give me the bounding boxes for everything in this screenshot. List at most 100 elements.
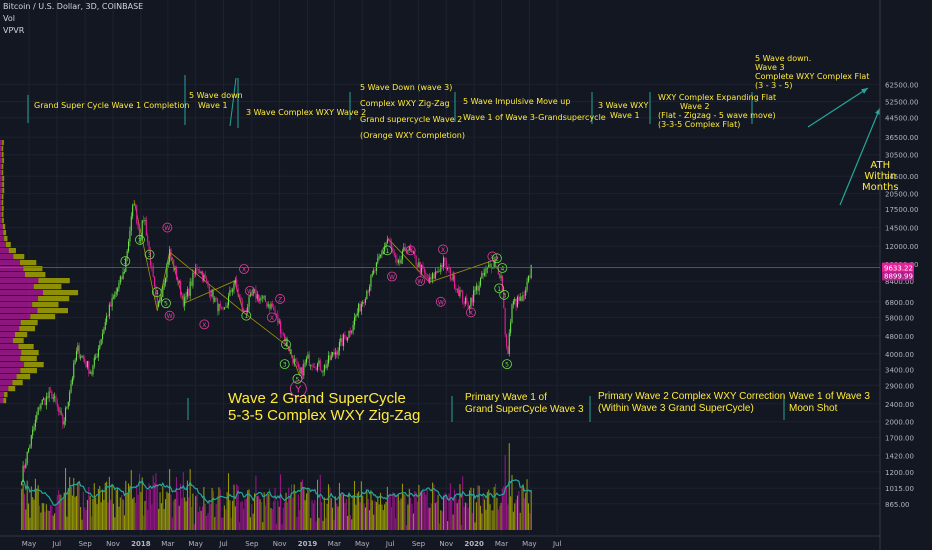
candle-body (167, 261, 169, 264)
volume-bar (195, 496, 197, 530)
volume-bar (85, 510, 87, 530)
vol-indicator-label[interactable]: Vol (3, 14, 15, 23)
vpvr-bar (1, 164, 4, 170)
volume-bar (234, 506, 236, 530)
volume-bar (499, 505, 501, 530)
candle-body (510, 322, 512, 333)
vpvr-bar (0, 278, 39, 284)
candle-body (523, 295, 525, 297)
grid (0, 0, 880, 534)
candle-body (196, 268, 198, 270)
volume-bar (282, 507, 284, 530)
volume-bar (218, 487, 220, 530)
candle-body (332, 352, 334, 356)
volume-bar (430, 503, 432, 530)
volume-bar (344, 502, 346, 530)
volume-bar (433, 484, 435, 530)
volume-bar (410, 497, 412, 530)
vpvr-bar (0, 266, 24, 272)
volume-bar (236, 484, 238, 530)
candle-body (312, 366, 314, 368)
volume-bar (58, 490, 60, 530)
vpvr-indicator-label[interactable]: VPVR (3, 26, 25, 35)
candle-body (211, 289, 213, 297)
candle-body (477, 285, 479, 291)
vpvr-bar (0, 170, 2, 176)
candle-body (219, 303, 221, 307)
candle-body (514, 298, 516, 302)
volume-bar (386, 486, 388, 530)
candle-body (345, 337, 347, 341)
candle-body (207, 280, 209, 287)
candle-body (530, 265, 532, 278)
candle-body (133, 204, 135, 206)
candle-body (436, 271, 438, 273)
volume-bar (408, 488, 410, 530)
volume-bar (128, 483, 130, 530)
candle-body (43, 398, 45, 400)
x-tick-label: 2018 (131, 540, 151, 548)
volume-bar (396, 496, 398, 530)
candle-body (469, 306, 471, 309)
vpvr-bar (0, 230, 4, 236)
volume-ma-line (21, 478, 532, 507)
y-tick-label: 4800.00 (885, 333, 914, 341)
x-tick-label: May (522, 540, 536, 548)
candle-body (237, 288, 239, 296)
candle-body (297, 363, 299, 368)
x-tick-label: 2020 (464, 540, 484, 548)
volume-bar (88, 487, 90, 530)
volume-bar (451, 499, 453, 530)
candle-body (479, 278, 482, 286)
candle-body (112, 297, 115, 299)
x-tick-label: Mar (161, 540, 174, 548)
volume-bar (129, 486, 131, 530)
volume-bar (30, 486, 32, 530)
trend-arrow-line (839, 107, 881, 206)
annotation-line: (3 - 3 - 5) (755, 81, 793, 90)
candle-body (318, 360, 320, 364)
candle-body (206, 278, 208, 281)
y-tick-label: 865.00 (885, 501, 910, 509)
annotation-5-wave-impulsive: 5 Wave Impulsive Move up Wave 1 of Wave … (463, 94, 606, 126)
candle-body (366, 291, 368, 300)
volume-bar (121, 494, 123, 530)
candle-body (260, 297, 262, 299)
volume-bar (166, 491, 168, 530)
volume-bar (419, 491, 421, 530)
volume-bar (500, 502, 502, 530)
wave-label-text: X (409, 248, 413, 255)
volume-bar (89, 495, 91, 530)
volume-bar (332, 507, 334, 530)
volume-moving-average (21, 478, 532, 507)
volume-bar (207, 513, 209, 530)
volume-bar (416, 501, 419, 530)
candle-body (233, 283, 235, 290)
volume-bar (192, 493, 194, 530)
volume-bar (432, 482, 434, 530)
candle-body (248, 296, 250, 307)
vpvr-bar (0, 194, 2, 200)
volume-bar (353, 480, 356, 530)
wave-label-text: 1 (385, 248, 389, 255)
y-tick-label: 2400.00 (885, 401, 914, 409)
vpvr-bar (0, 314, 31, 320)
volume-bar (191, 506, 193, 530)
candle-body (347, 337, 349, 341)
volume-bar (156, 484, 158, 530)
volume-bar (493, 487, 495, 530)
volume-bar (515, 499, 517, 530)
vpvr-bar (1, 212, 4, 218)
candle-body (344, 334, 346, 338)
candle-body (77, 345, 79, 352)
y-tick-label: 30500.00 (885, 152, 918, 160)
wave-label-text: X (469, 310, 473, 317)
candle-body (338, 342, 340, 351)
symbol-title[interactable]: Bitcoin / U.S. Dollar, 3D, COINBASE (3, 2, 144, 11)
volume-bar (258, 495, 260, 530)
candle-body (303, 363, 305, 376)
x-tick-label: Jul (552, 540, 562, 548)
volume-bar (501, 488, 503, 530)
